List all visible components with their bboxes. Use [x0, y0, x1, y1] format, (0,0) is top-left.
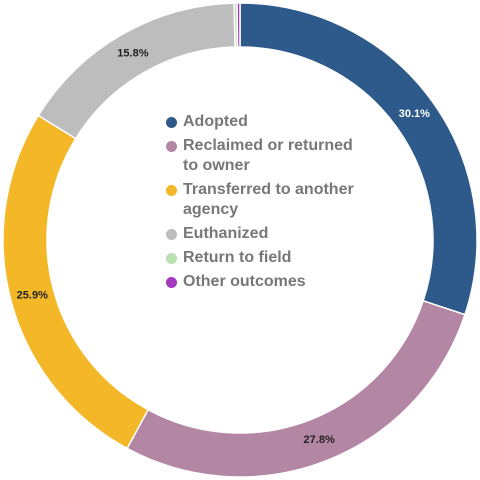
legend-item: Other outcomes [166, 272, 366, 292]
pie-slice-2 [126, 299, 466, 478]
slice-value-label: 15.8% [117, 48, 148, 60]
pie-slice-3 [2, 114, 150, 450]
legend-item: Return to field [166, 248, 366, 268]
legend: Adopted Reclaimed or returned to owner Tra… [166, 112, 366, 296]
legend-marker [166, 185, 177, 196]
legend-item: Reclaimed or returned to owner [166, 136, 366, 176]
legend-label: Adopted [183, 113, 248, 130]
legend-marker [166, 253, 177, 264]
legend-item: Euthanized [166, 224, 366, 244]
legend-marker [166, 141, 177, 152]
legend-label: Transferred to another agency [183, 181, 354, 218]
legend-label: Other outcomes [183, 273, 306, 290]
slice-value-label: 30.1% [399, 108, 430, 120]
legend-marker [166, 229, 177, 240]
slice-value-label: 27.8% [304, 434, 335, 446]
legend-marker [166, 117, 177, 128]
legend-label: Reclaimed or returned to owner [183, 137, 353, 174]
legend-label: Euthanized [183, 225, 269, 242]
legend-item: Transferred to another agency [166, 180, 366, 220]
legend-item: Adopted [166, 112, 366, 132]
legend-marker [166, 277, 177, 288]
legend-label: Return to field [183, 249, 292, 266]
slice-value-label: 25.9% [17, 289, 48, 301]
pie-slice-6 [236, 2, 241, 48]
